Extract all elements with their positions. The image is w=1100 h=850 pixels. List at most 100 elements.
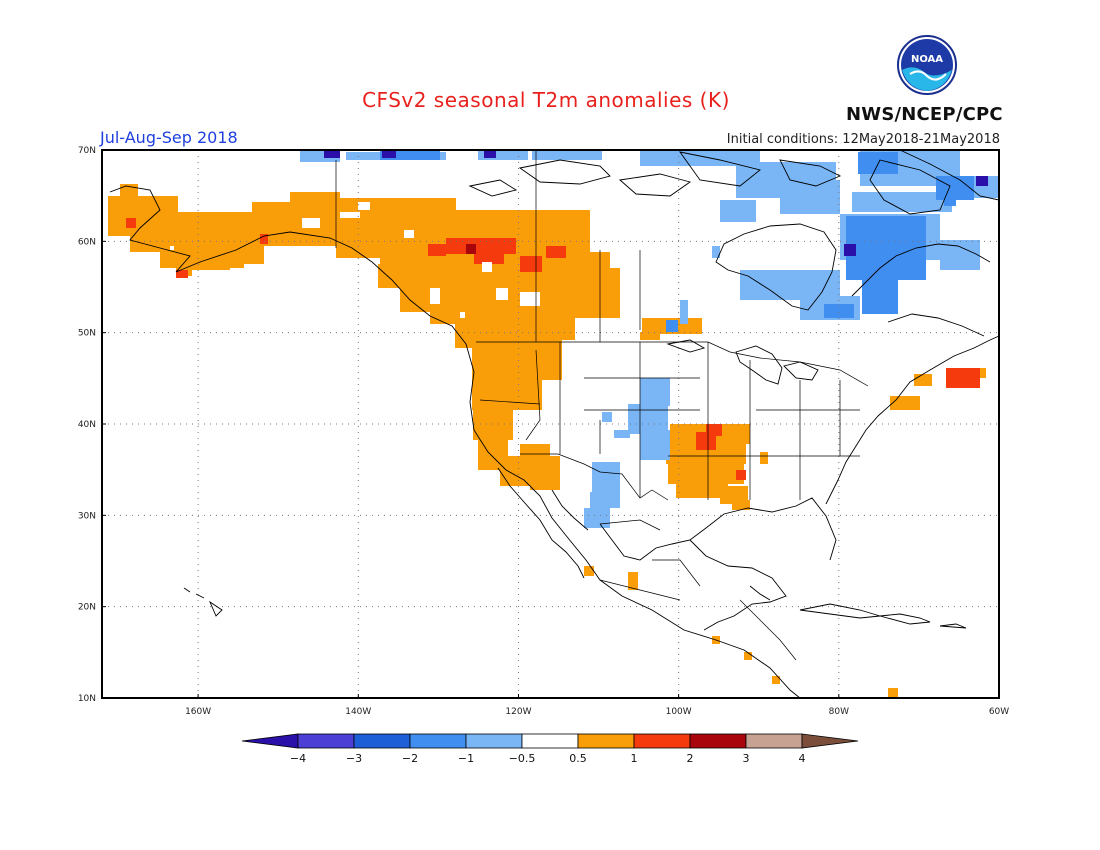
- colorbar-label: 0.5: [569, 752, 587, 765]
- anomaly-cell-warm2: [176, 270, 188, 278]
- coastline: [183, 587, 191, 593]
- anomaly-cell-cool1: [852, 192, 952, 212]
- anomaly-cell-warm1: [890, 396, 920, 410]
- colorbar-segment: [521, 733, 579, 749]
- anomaly-cell-warm2: [446, 238, 516, 254]
- map-grid: [102, 150, 999, 698]
- anomaly-cell-cool1: [532, 150, 602, 160]
- anomaly-cell-hole: [496, 288, 508, 300]
- coastline: [678, 151, 761, 187]
- colorbar-arrow-high: [801, 733, 859, 749]
- anomaly-cell-cool1: [720, 200, 756, 222]
- colorbar-segment: [745, 733, 803, 749]
- anomaly-cell-hole: [302, 218, 320, 228]
- border-line: [652, 559, 701, 587]
- anomaly-cell-cool1: [780, 180, 840, 214]
- anomaly-cell-cool2: [846, 216, 926, 280]
- anomaly-cell-cool1: [628, 404, 668, 434]
- anomaly-cell-warm2: [546, 246, 566, 258]
- anomaly-cell-cool2: [862, 274, 898, 314]
- anomaly-cell-warm1: [760, 452, 768, 464]
- colorbar-label: 1: [631, 752, 638, 765]
- lon-tick-label: 120W: [505, 707, 531, 717]
- longitude-labels: 160W 140W 120W 100W 80W 60W: [185, 694, 1009, 717]
- border-line: [599, 579, 681, 601]
- coastline: [779, 159, 842, 187]
- anomaly-cell-cool4: [844, 244, 856, 256]
- coastline: [666, 339, 706, 353]
- border-line: [739, 599, 797, 661]
- logo-text: NOAA: [911, 54, 943, 65]
- anomaly-cell-warm1: [540, 460, 560, 474]
- anomaly-cell-cool2: [824, 304, 854, 318]
- anomaly-cell-warm1: [676, 480, 728, 498]
- anomaly-cell-cool4: [324, 150, 340, 158]
- colorbar-segment: [297, 733, 355, 749]
- anomaly-cell-cool1: [640, 378, 670, 406]
- coastline: [735, 345, 783, 385]
- anomaly-cell-cool1: [640, 430, 670, 460]
- coastline: [799, 603, 881, 619]
- anomaly-cell-hole: [340, 212, 360, 218]
- anomaly-cell-warm1: [530, 470, 560, 490]
- coastline: [689, 539, 787, 631]
- anomaly-cell-warm1: [472, 380, 542, 410]
- anomaly-cell-hole: [404, 230, 414, 238]
- initial-conditions: Initial conditions: 12May2018-21May2018: [726, 132, 1000, 147]
- anomaly-cell-warm1: [584, 566, 594, 576]
- coastline: [518, 159, 611, 185]
- coastline: [715, 223, 837, 311]
- agency-label: NWS/NCEP/CPC: [846, 104, 1003, 125]
- anomaly-cell-warm1: [888, 688, 898, 698]
- anomaly-cell-warm1: [473, 410, 513, 440]
- colorbar-segment: [353, 733, 411, 749]
- coastline: [618, 173, 692, 197]
- anomaly-cell-warm1: [744, 652, 752, 660]
- border-line: [479, 399, 541, 405]
- anomaly-cell-cool4: [484, 150, 496, 158]
- lat-tick-label: 40N: [78, 420, 96, 430]
- anomaly-cell-cool2: [666, 320, 678, 332]
- colorbar-segment: [409, 733, 467, 749]
- anomaly-cell-warm2: [946, 368, 980, 388]
- lon-tick-label: 160W: [185, 707, 211, 717]
- anomaly-cell-warm1: [400, 288, 430, 312]
- coastline: [468, 179, 518, 197]
- anomaly-cell-hole: [482, 262, 492, 272]
- anomaly-cell-warm1: [120, 184, 138, 196]
- coastline: [195, 593, 205, 599]
- latitude-labels: 70N 60N 50N 40N 30N 20N 10N: [78, 146, 106, 704]
- anomaly-cell-cool1: [712, 246, 720, 258]
- coastline: [825, 335, 1000, 505]
- coastline: [783, 361, 819, 381]
- coastline: [851, 243, 991, 297]
- anomaly-cell-warm1: [378, 264, 418, 288]
- lat-tick-label: 10N: [78, 694, 96, 704]
- coastline: [869, 159, 951, 215]
- anomaly-cell-warm1: [720, 486, 748, 504]
- anomaly-cell-cool4: [382, 150, 396, 158]
- colorbar-label: 3: [743, 752, 750, 765]
- anomaly-cell-warm1: [628, 572, 638, 590]
- lon-tick-label: 80W: [829, 707, 849, 717]
- coastline: [497, 467, 585, 579]
- anomaly-cell-warm2: [736, 470, 746, 480]
- anomaly-cell-warm2: [474, 252, 504, 264]
- anomaly-cell-warm2: [126, 218, 136, 228]
- lat-tick-label: 60N: [78, 237, 96, 247]
- anomaly-cells: [108, 150, 1000, 698]
- anomaly-cell-warm2: [428, 244, 446, 256]
- coastline: [879, 613, 931, 625]
- colorbar-label: −4: [290, 752, 306, 765]
- lat-tick-label: 50N: [78, 329, 96, 339]
- colorbar-segment: [689, 733, 747, 749]
- coastline: [551, 489, 589, 531]
- map-title: CFSv2 seasonal T2m anomalies (K): [362, 88, 730, 112]
- anomaly-cell-warm2: [706, 424, 722, 436]
- border-line: [599, 519, 661, 531]
- colorbar: −4 −3 −2 −1 −0.5 0.5 1 2 3 4: [241, 733, 859, 765]
- anomaly-cell-hole: [520, 292, 540, 306]
- anomaly-cell-cool1: [584, 508, 610, 528]
- coastline: [939, 623, 967, 629]
